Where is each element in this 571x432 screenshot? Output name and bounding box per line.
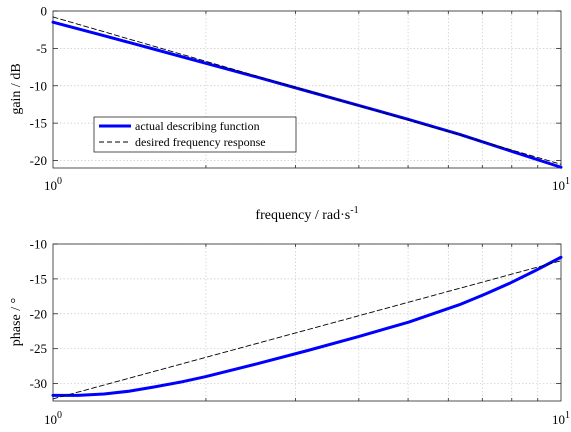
gain-ytick-label: -15: [30, 116, 47, 131]
gain-ytick-label: 0: [41, 4, 48, 19]
gain-desired-line: [52, 16, 562, 165]
phase-ytick-label: -10: [30, 237, 47, 252]
gain-ytick-label: -10: [30, 78, 47, 93]
legend: actual describing function desired frequ…: [93, 116, 297, 153]
gain-yaxis-label: gain / dB: [9, 63, 24, 114]
phase-desired-line: [52, 260, 562, 400]
gain-ytick-label: -5: [36, 41, 47, 56]
phase-ytick-label: -15: [30, 271, 47, 286]
phase-plot-frame: [52, 243, 562, 402]
phase-panel: -10 -15 -20 -25 -30 100 101 phase / °: [9, 237, 570, 428]
phase-xtick-label-min: 100: [44, 410, 62, 427]
gain-xaxis-label: frequency / rad·s-1: [255, 205, 358, 223]
phase-actual-line: [51, 255, 563, 397]
legend-label-desired: desired frequency response: [135, 135, 266, 149]
gain-plot-frame: [52, 10, 562, 169]
gain-xtick-label-min: 100: [44, 176, 62, 193]
legend-label-actual: actual describing function: [135, 119, 260, 133]
gain-panel: 0 -5 -10 -15 -20 100 101 frequency / rad…: [9, 4, 570, 224]
phase-xtick-label-max: 101: [552, 410, 570, 427]
phase-ytick-label: -30: [30, 376, 47, 391]
phase-ytick-label: -25: [30, 341, 47, 356]
legend-box: [93, 116, 297, 153]
gain-ytick-label: -20: [30, 153, 47, 168]
phase-ytick-label: -20: [30, 306, 47, 321]
gain-xtick-label-max: 101: [552, 176, 570, 193]
phase-yaxis-label: phase / °: [9, 298, 24, 346]
